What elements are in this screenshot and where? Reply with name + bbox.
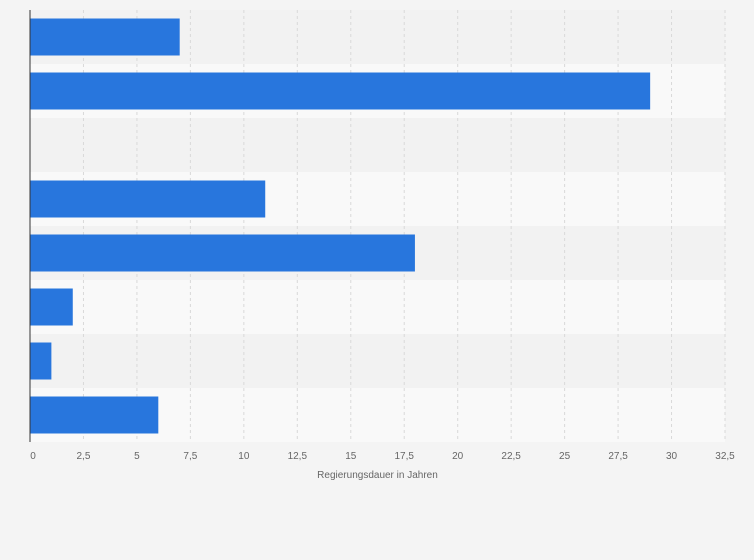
bar (30, 288, 73, 326)
x-axis-title: Regierungsdauer in Jahren (317, 470, 438, 481)
x-tick-label: 22,5 (501, 451, 521, 462)
x-tick-label: 20 (452, 451, 464, 462)
x-tick-label: 15 (345, 451, 357, 462)
x-tick-label: 0 (30, 451, 36, 462)
row-band (30, 118, 725, 172)
x-tick-label: 2,5 (77, 451, 91, 462)
row-band (30, 280, 725, 334)
bar (30, 342, 52, 380)
bar (30, 234, 415, 272)
x-tick-label: 30 (666, 451, 678, 462)
x-tick-label: 10 (238, 451, 250, 462)
bar (30, 396, 159, 434)
bars (30, 18, 651, 434)
x-tick-label: 25 (559, 451, 571, 462)
x-tick-label: 32,5 (715, 451, 735, 462)
bar (30, 18, 180, 56)
x-tick-label: 5 (134, 451, 140, 462)
row-band (30, 334, 725, 388)
x-tick-label: 7,5 (183, 451, 197, 462)
x-tick-label: 27,5 (608, 451, 628, 462)
x-tick-labels: 0 2,5 5 7,5 10 12,5 15 17,5 20 22,5 25 27,5 30 32,5 (30, 451, 735, 462)
x-tick-label: 12,5 (288, 451, 308, 462)
bar (30, 180, 266, 218)
bar (30, 72, 651, 110)
x-tick-label: 17,5 (394, 451, 414, 462)
